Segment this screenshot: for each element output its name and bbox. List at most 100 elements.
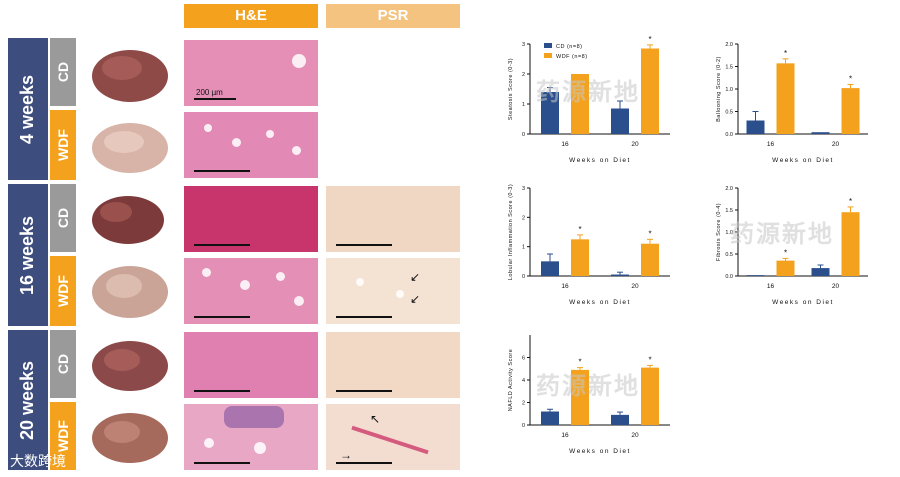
y-tick-label: 4 bbox=[522, 378, 525, 384]
week-label-4: 4 weeks bbox=[8, 38, 48, 180]
legend-label: WDF (n=8) bbox=[556, 54, 588, 60]
y-tick-label: 1.0 bbox=[725, 230, 733, 236]
y-tick-label: 3 bbox=[522, 42, 525, 48]
psr-column-header: PSR bbox=[326, 4, 460, 28]
he-image-4w-cd: 200 µm bbox=[184, 40, 318, 106]
he-image-16w-wdf bbox=[184, 258, 318, 324]
psr-image-16w-cd bbox=[326, 186, 460, 252]
group-label-cd: CD bbox=[50, 330, 76, 398]
week-label-text: 20 weeks bbox=[17, 360, 38, 440]
bar bbox=[541, 261, 559, 276]
y-tick-label: 1 bbox=[522, 102, 525, 108]
week-label-text: 16 weeks bbox=[17, 215, 38, 295]
week-label-text: 4 weeks bbox=[17, 74, 38, 144]
he-image-4w-wdf bbox=[184, 112, 318, 178]
y-axis-label: Lobular Inflammation Score (0-3) bbox=[508, 184, 514, 280]
x-axis-label: Weeks on Diet bbox=[772, 299, 834, 306]
bar bbox=[841, 88, 860, 134]
y-axis-label: Steatosis Score (0-3) bbox=[508, 58, 514, 120]
y-tick-label: 0.0 bbox=[725, 132, 733, 138]
y-tick-label: 2 bbox=[522, 215, 525, 221]
legend-swatch bbox=[544, 53, 552, 58]
bar bbox=[611, 108, 629, 134]
liver-photo-4w-cd bbox=[92, 50, 168, 102]
group-label-wdf: WDF bbox=[50, 110, 76, 180]
arrow-icon: ↙ bbox=[410, 292, 421, 306]
group-label-wdf: WDF bbox=[50, 256, 76, 326]
y-tick-label: 1.0 bbox=[725, 87, 733, 93]
he-image-20w-cd bbox=[184, 332, 318, 398]
significance-mark: * bbox=[578, 358, 581, 367]
y-tick-label: 2.0 bbox=[725, 42, 733, 48]
week-label-20: 20 weeks bbox=[8, 330, 48, 470]
y-tick-label: 3 bbox=[522, 186, 525, 192]
x-tick-label: 20 bbox=[832, 141, 840, 148]
y-tick-label: 0.5 bbox=[725, 110, 733, 116]
psr-image-20w-wdf: ↖ → bbox=[326, 404, 460, 470]
watermark: 药源新地 bbox=[536, 78, 640, 106]
bar bbox=[611, 274, 629, 276]
bar bbox=[641, 367, 659, 425]
arrow-icon: → bbox=[340, 448, 352, 462]
bar bbox=[541, 92, 559, 134]
bar bbox=[841, 212, 860, 276]
he-image-16w-cd bbox=[184, 186, 318, 252]
watermark: 药源新地 bbox=[536, 372, 640, 400]
legend-swatch bbox=[544, 43, 552, 48]
y-tick-label: 1 bbox=[522, 245, 525, 251]
y-axis-label: Ballooning Score (0-2) bbox=[716, 56, 722, 122]
x-tick-label: 20 bbox=[631, 283, 639, 290]
significance-mark: * bbox=[648, 229, 651, 238]
week-label-16: 16 weeks bbox=[8, 184, 48, 326]
x-tick-label: 16 bbox=[767, 283, 775, 290]
bar bbox=[611, 414, 629, 425]
significance-mark: * bbox=[648, 355, 651, 364]
y-axis-label: NAFLD Activity Score bbox=[508, 349, 514, 412]
bar bbox=[571, 74, 589, 134]
bar bbox=[811, 132, 830, 134]
bar bbox=[776, 260, 795, 276]
x-axis-label: Weeks on Diet bbox=[569, 157, 631, 164]
liver-photo-4w-wdf bbox=[92, 123, 168, 173]
y-tick-label: 6 bbox=[522, 356, 525, 362]
scale-bar-label: 200 µm bbox=[196, 88, 223, 97]
legend-label: CD (n=8) bbox=[556, 44, 582, 50]
x-tick-label: 16 bbox=[561, 432, 569, 439]
y-tick-label: 2.0 bbox=[725, 186, 733, 192]
bar bbox=[641, 243, 659, 276]
y-tick-label: 2 bbox=[522, 72, 525, 78]
x-tick-label: 20 bbox=[832, 283, 840, 290]
significance-mark: * bbox=[849, 197, 852, 206]
x-axis-label: Weeks on Diet bbox=[569, 299, 631, 306]
watermark: 药源新地 bbox=[730, 220, 834, 248]
bar bbox=[746, 120, 765, 134]
psr-image-4w-cd bbox=[326, 40, 460, 106]
significance-mark: * bbox=[849, 75, 852, 84]
liver-photo-16w-cd bbox=[92, 196, 164, 244]
bar bbox=[641, 48, 659, 134]
he-image-20w-wdf bbox=[184, 404, 318, 470]
y-axis-label: Fibrosis Score (0-4) bbox=[716, 203, 722, 261]
liver-photo-20w-cd bbox=[92, 341, 168, 391]
footer-logo: 大数跨境 bbox=[10, 453, 66, 469]
bar bbox=[571, 239, 589, 276]
group-label-wdf: WDF bbox=[50, 402, 76, 470]
psr-image-4w-wdf bbox=[326, 112, 460, 178]
significance-mark: * bbox=[784, 248, 787, 257]
y-tick-label: 0.5 bbox=[725, 252, 733, 258]
arrow-icon: ↙ bbox=[410, 270, 421, 284]
y-tick-label: 0 bbox=[522, 274, 525, 280]
y-tick-label: 1.5 bbox=[725, 208, 733, 214]
significance-mark: * bbox=[648, 35, 651, 44]
group-label-cd: CD bbox=[50, 38, 76, 106]
x-tick-label: 16 bbox=[561, 141, 569, 148]
psr-image-20w-cd bbox=[326, 332, 460, 398]
bar bbox=[541, 411, 559, 425]
psr-image-16w-wdf: ↙ ↙ bbox=[326, 258, 460, 324]
y-tick-label: 1.5 bbox=[725, 65, 733, 71]
liver-photo-16w-wdf bbox=[92, 266, 168, 318]
group-label-cd: CD bbox=[50, 184, 76, 252]
he-column-header: H&E bbox=[184, 4, 318, 28]
x-tick-label: 16 bbox=[561, 283, 569, 290]
significance-mark: * bbox=[784, 49, 787, 58]
